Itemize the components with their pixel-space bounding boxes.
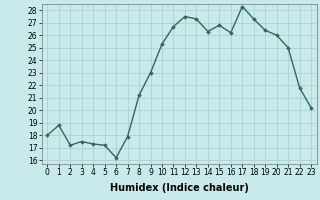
X-axis label: Humidex (Indice chaleur): Humidex (Indice chaleur) xyxy=(110,183,249,193)
